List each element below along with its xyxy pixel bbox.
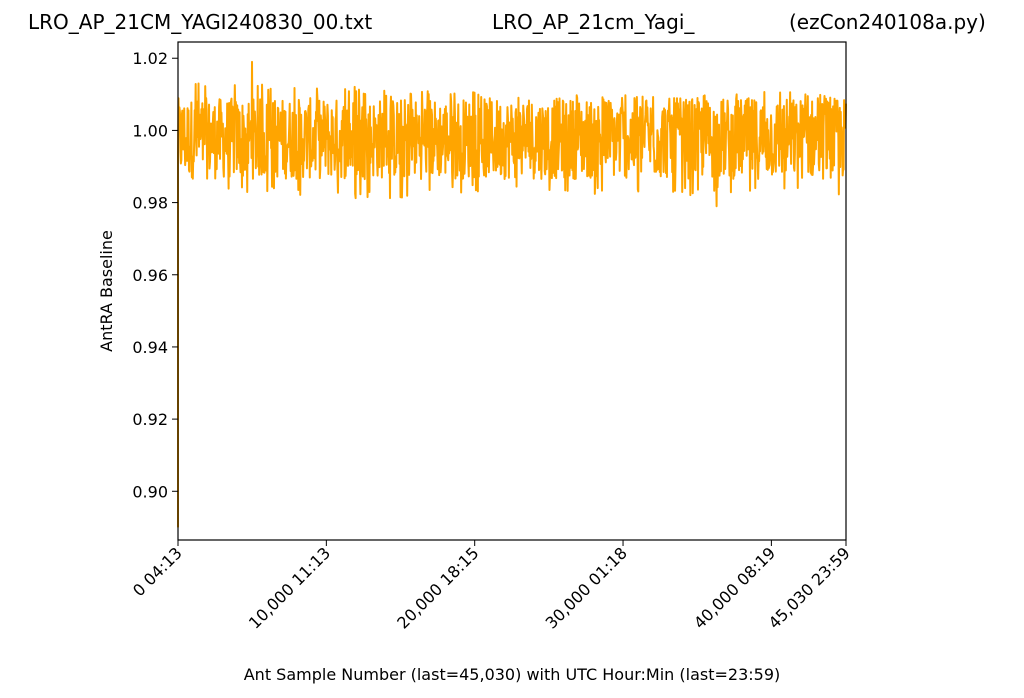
y-tick-label: 0.98 bbox=[132, 194, 168, 213]
x-tick-label: 20,000 18:15 bbox=[393, 543, 482, 632]
x-axis-label: Ant Sample Number (last=45,030) with UTC… bbox=[244, 665, 781, 684]
plot-frame bbox=[177, 41, 847, 541]
header-filename: LRO_AP_21CM_YAGI240830_00.txt bbox=[28, 10, 373, 34]
y-tick-label: 1.02 bbox=[132, 49, 168, 68]
y-tick-label: 0.96 bbox=[132, 266, 168, 285]
y-axis-ticks: 0.90 0.92 0.94 0.96 0.98 1.00 1.02 bbox=[132, 49, 178, 501]
y-tick-label: 0.90 bbox=[132, 482, 168, 501]
y-axis-label: AntRA Baseline bbox=[97, 230, 116, 352]
x-tick-label: 10,000 11:13 bbox=[245, 543, 334, 632]
y-tick-label: 1.00 bbox=[132, 121, 168, 140]
y-tick-label: 0.92 bbox=[132, 410, 168, 429]
y-tick-label: 0.94 bbox=[132, 338, 168, 357]
header-station: LRO_AP_21cm_Yagi_ bbox=[492, 10, 695, 34]
plot-data-layer bbox=[177, 60, 847, 528]
x-axis-ticks: 0 04:13 10,000 11:13 20,000 18:15 30,000 01… bbox=[129, 540, 854, 633]
x-tick-label: 0 04:13 bbox=[129, 543, 186, 600]
header-script: (ezCon240108a.py) bbox=[789, 10, 986, 34]
series-line-antra-baseline bbox=[177, 60, 847, 528]
x-tick-label: 30,000 01:18 bbox=[542, 543, 631, 632]
